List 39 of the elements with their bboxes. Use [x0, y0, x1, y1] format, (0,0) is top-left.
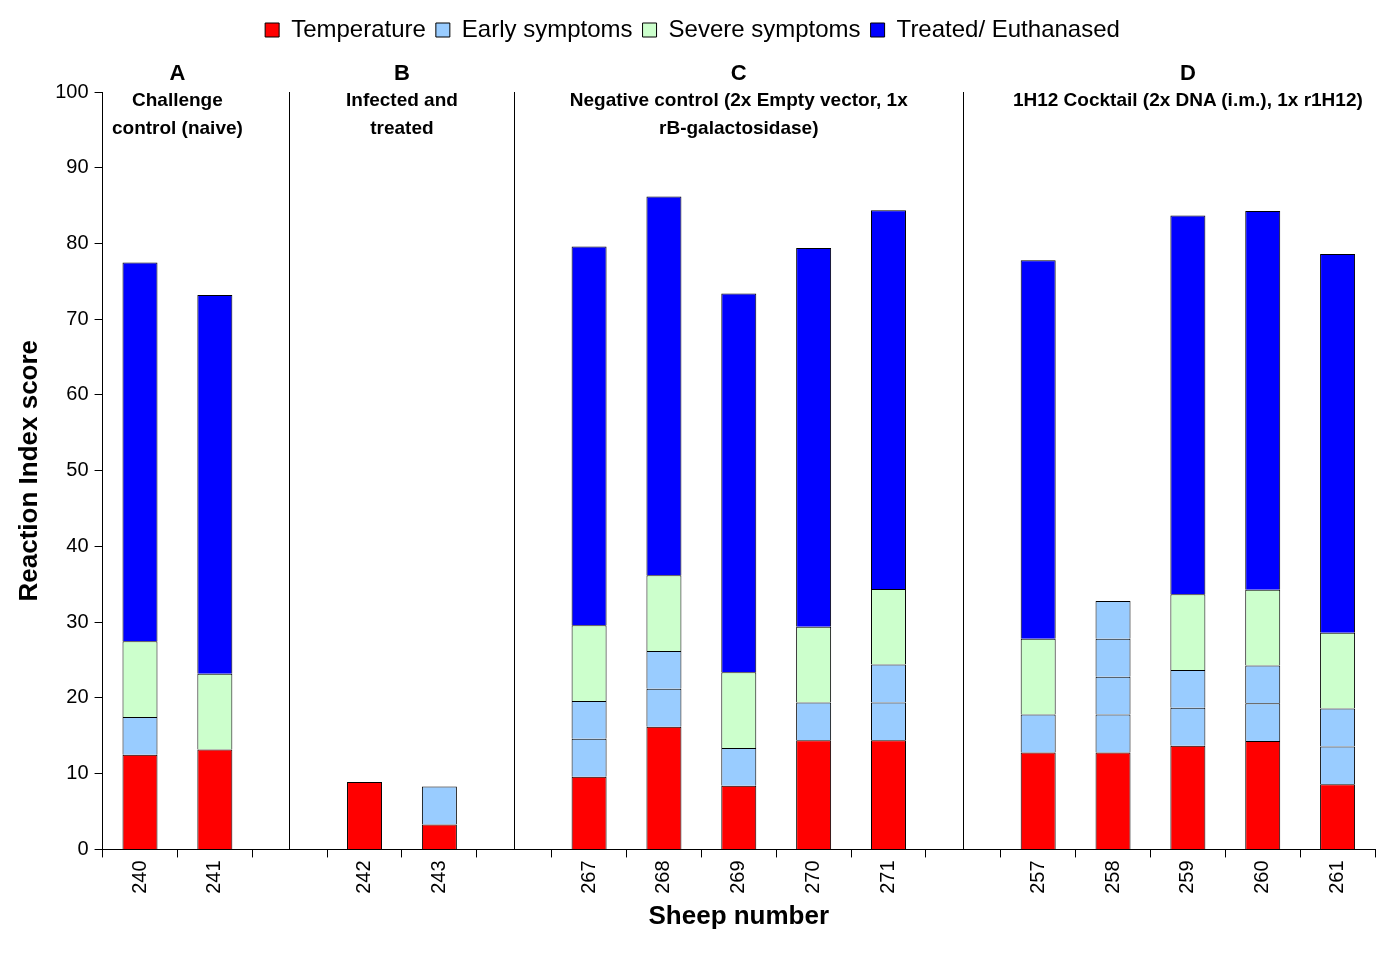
x-tick-label: 259 [1175, 860, 1198, 894]
y-tick-label: 60 [66, 382, 89, 405]
y-axis-title: Reaction Index score [12, 339, 43, 602]
annotation: 1H12 Cocktail (2x DNA (i.m.), 1x r1H12) [1011, 88, 1364, 112]
x-tick-label: 240 [127, 860, 150, 894]
x-tick-label: 269 [726, 860, 749, 894]
x-tick-label: 243 [426, 860, 449, 894]
x-tick-label: 270 [801, 860, 824, 894]
text: C [729, 60, 748, 86]
y-tick-label: 50 [66, 458, 89, 481]
x-tick-label: 241 [202, 860, 225, 894]
y-tick-label: 80 [66, 231, 89, 253]
text: A [168, 60, 187, 86]
annotation: Negative control (2x Empty vector, 1x rB-galactosidase) [568, 88, 909, 140]
x-tick-label: 242 [352, 860, 375, 894]
y-tick-label: 90 [66, 155, 89, 178]
text: D [1178, 60, 1197, 86]
y-tick-label: 20 [66, 685, 89, 708]
x-axis-title: Sheep number [648, 899, 830, 930]
x-tick-label: 267 [576, 860, 599, 894]
text: B [393, 60, 411, 86]
y-tick-label: 40 [66, 533, 89, 556]
y-tick-label: 10 [66, 761, 89, 784]
x-tick-label: 260 [1250, 860, 1273, 894]
legend-label: Temperature [291, 14, 426, 42]
annotation: Infected and treated [345, 88, 459, 140]
x-tick-label: 271 [876, 860, 898, 894]
annotation: Challenge control (naive) [110, 88, 244, 140]
legend-label: Treated/ Euthanased [896, 14, 1120, 42]
y-tick-label: 100 [55, 79, 89, 102]
legend-label: Early symptoms [461, 14, 633, 42]
x-tick-label: 257 [1025, 860, 1048, 894]
x-tick-label: 261 [1325, 860, 1348, 894]
y-tick-label: 0 [77, 836, 89, 859]
legend-label: Severe symptoms [668, 14, 861, 42]
y-tick-label: 70 [66, 306, 89, 329]
x-tick-label: 258 [1100, 860, 1123, 894]
y-tick-label: 30 [66, 609, 89, 632]
x-tick-label: 268 [651, 860, 674, 894]
